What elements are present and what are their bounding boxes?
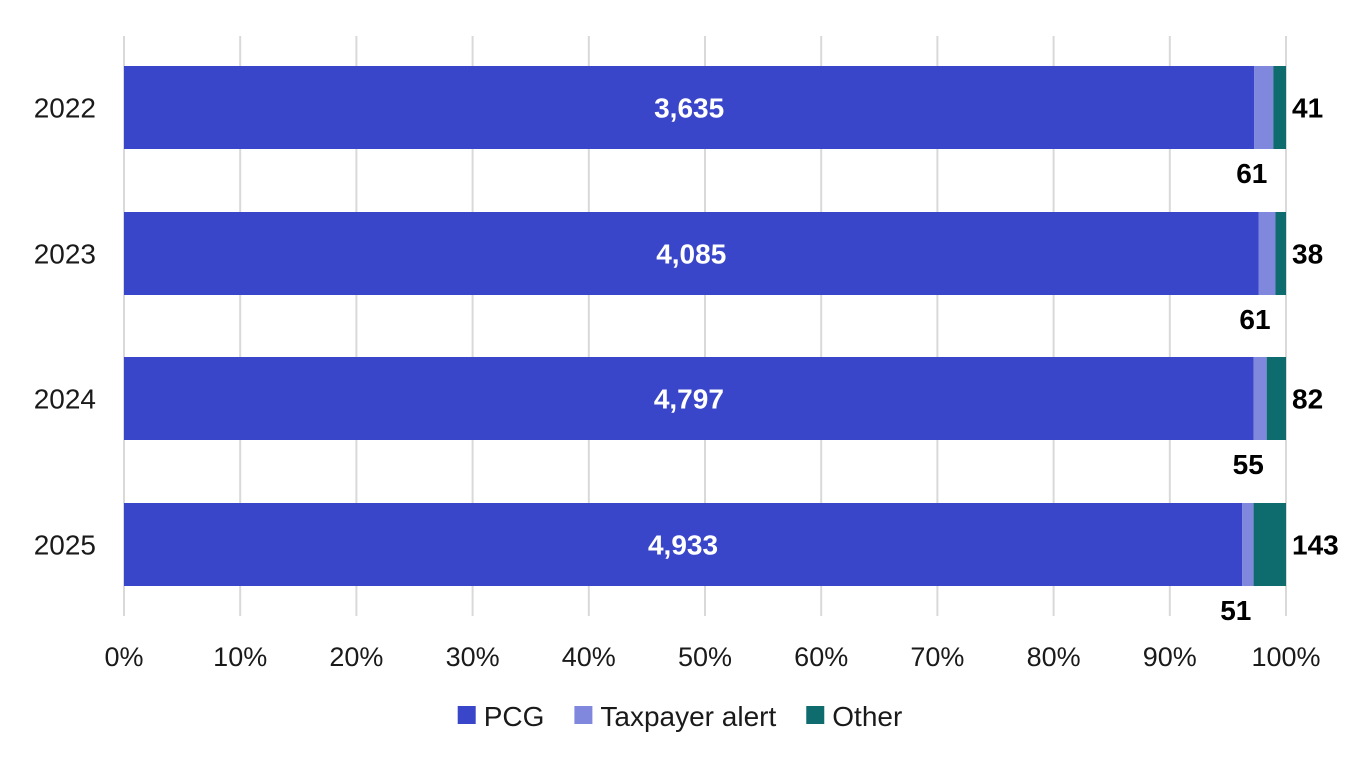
legend: PCG Taxpayer alert Other bbox=[457, 701, 902, 732]
bar-segment-taxpayer-alert bbox=[1253, 357, 1267, 440]
data-label-taxpayer-alert: 51 bbox=[1220, 595, 1251, 626]
legend-label-taxpayer-alert: Taxpayer alert bbox=[600, 701, 776, 732]
legend-label-pcg: PCG bbox=[484, 701, 545, 732]
bar-segment-other bbox=[1253, 503, 1286, 586]
bar-segment-taxpayer-alert bbox=[1242, 503, 1254, 586]
x-tick-label: 50% bbox=[678, 642, 732, 672]
data-label-other: 41 bbox=[1292, 93, 1323, 124]
bar-segment-other bbox=[1275, 212, 1286, 295]
data-label-pcg: 4,085 bbox=[656, 239, 726, 270]
category-label: 2023 bbox=[34, 239, 96, 270]
bar-segment-taxpayer-alert bbox=[1258, 212, 1276, 295]
data-label-taxpayer-alert: 61 bbox=[1239, 304, 1270, 335]
data-label-taxpayer-alert: 61 bbox=[1236, 158, 1267, 189]
data-labels: 3,635 61 41 4,085 61 38 4,797 55 82 4,933 51 143 bbox=[648, 93, 1339, 627]
bar-segment-pcg bbox=[124, 212, 1259, 295]
x-tick-label: 60% bbox=[794, 642, 848, 672]
bar-segment-other bbox=[1266, 357, 1286, 440]
category-label: 2025 bbox=[34, 530, 96, 561]
data-label-pcg: 3,635 bbox=[654, 93, 724, 124]
x-tick-label: 20% bbox=[329, 642, 383, 672]
category-label: 2022 bbox=[34, 93, 96, 124]
bar-segment-pcg bbox=[124, 66, 1255, 149]
x-tick-label: 30% bbox=[446, 642, 500, 672]
data-label-pcg: 4,797 bbox=[654, 384, 724, 415]
x-tick-label: 10% bbox=[213, 642, 267, 672]
legend-label-other: Other bbox=[832, 701, 902, 732]
legend-swatch-pcg bbox=[457, 706, 476, 724]
bars bbox=[124, 66, 1286, 586]
x-tick-label: 90% bbox=[1143, 642, 1197, 672]
category-axis: 2022 2023 2024 2025 bbox=[34, 93, 96, 561]
bar-segment-other bbox=[1273, 66, 1286, 149]
x-tick-label: 80% bbox=[1027, 642, 1081, 672]
x-tick-label: 100% bbox=[1251, 642, 1320, 672]
x-tick-label: 70% bbox=[910, 642, 964, 672]
category-label: 2024 bbox=[34, 384, 96, 415]
data-label-taxpayer-alert: 55 bbox=[1233, 449, 1264, 480]
bar-segment-pcg bbox=[124, 357, 1254, 440]
value-axis: 0% 10% 20% 30% 40% 50% 60% 70% 80% 90% 100% bbox=[104, 642, 1320, 672]
data-label-pcg: 4,933 bbox=[648, 530, 718, 561]
x-tick-label: 40% bbox=[562, 642, 616, 672]
data-label-other: 143 bbox=[1292, 530, 1339, 561]
x-tick-label: 0% bbox=[104, 642, 143, 672]
legend-swatch-taxpayer-alert bbox=[574, 706, 593, 724]
data-label-other: 38 bbox=[1292, 239, 1323, 270]
bar-segment-taxpayer-alert bbox=[1254, 66, 1274, 149]
legend-swatch-other bbox=[806, 706, 825, 724]
bar-segment-pcg bbox=[124, 503, 1243, 586]
data-label-other: 82 bbox=[1292, 384, 1323, 415]
